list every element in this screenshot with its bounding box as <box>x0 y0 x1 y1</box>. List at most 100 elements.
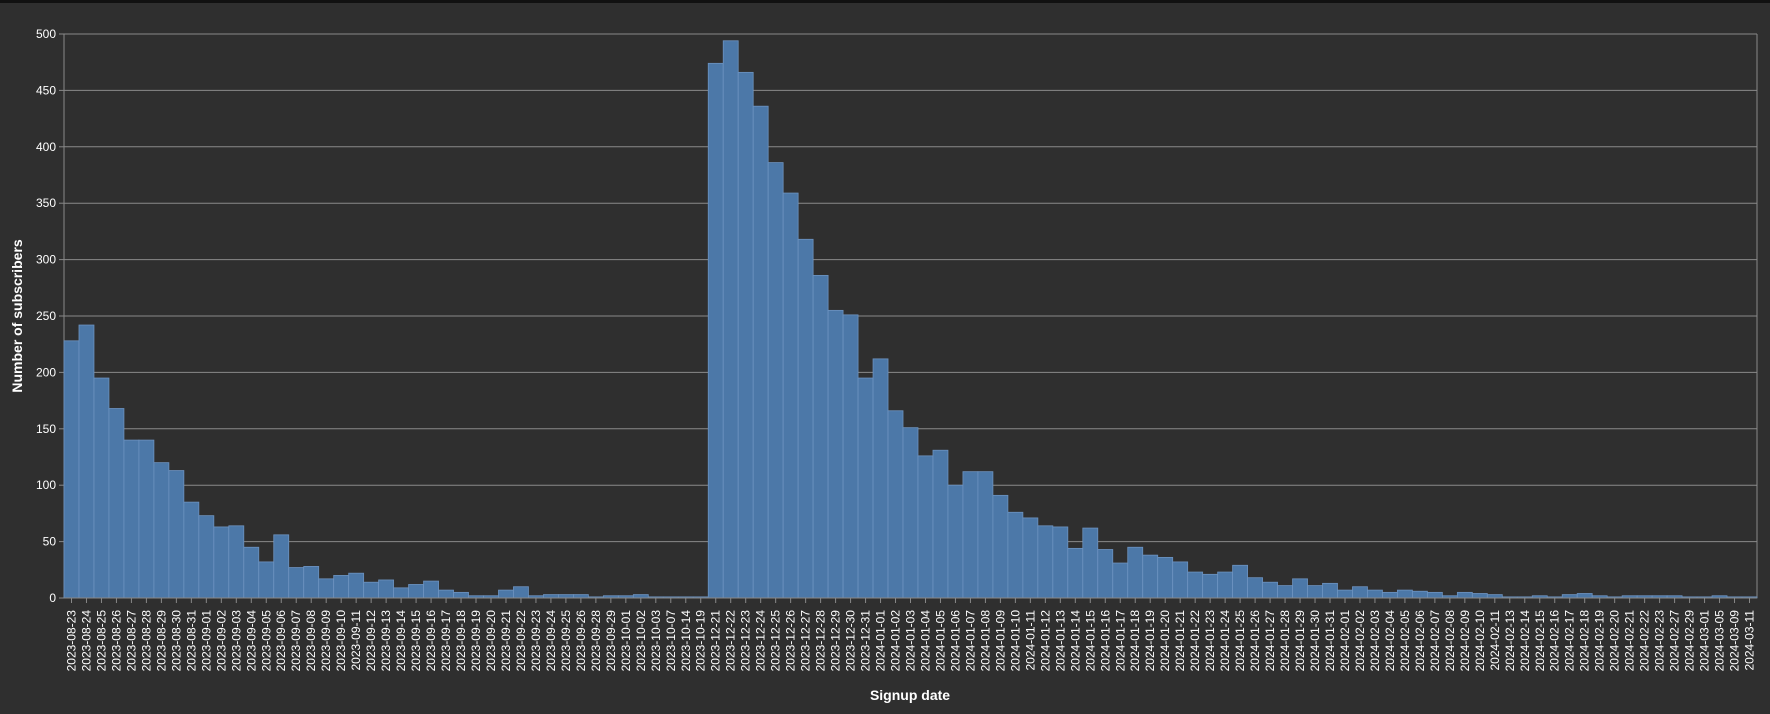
bar <box>423 580 439 599</box>
bar <box>1052 526 1069 599</box>
x-tick-label: 2023-09-22 <box>514 610 528 672</box>
bar <box>138 439 155 599</box>
y-tick-label: 450 <box>36 83 56 97</box>
x-tick-label: 2024-02-03 <box>1368 610 1382 672</box>
y-tick-label: 0 <box>49 591 56 605</box>
bar <box>1067 547 1084 599</box>
bar <box>1232 564 1249 599</box>
x-tick-label: 2023-09-24 <box>544 610 558 672</box>
x-tick-label: 2024-01-27 <box>1263 610 1277 672</box>
x-tick-label: 2024-01-07 <box>963 610 977 672</box>
x-tick-label: 2023-12-21 <box>709 610 723 672</box>
bar <box>767 162 784 599</box>
bar <box>1561 594 1578 599</box>
x-tick-label: 2024-01-29 <box>1293 610 1307 672</box>
x-tick-label: 2023-09-04 <box>244 610 258 672</box>
bar <box>1217 571 1234 599</box>
bar <box>93 377 110 599</box>
y-tick-label: 500 <box>36 27 56 41</box>
bar <box>1202 573 1219 599</box>
x-tick-label: 2024-03-09 <box>1728 610 1742 672</box>
x-tick-label: 2024-01-22 <box>1188 610 1202 672</box>
x-tick-label: 2023-09-29 <box>604 610 618 672</box>
x-tick-label: 2023-10-02 <box>634 610 648 672</box>
bar <box>1187 571 1204 599</box>
x-tick-label: 2024-01-20 <box>1158 610 1172 672</box>
x-tick-label: 2024-01-15 <box>1083 610 1097 672</box>
x-tick-label: 2024-01-17 <box>1113 610 1127 672</box>
y-tick-label: 200 <box>36 365 56 379</box>
bar <box>977 471 994 599</box>
bar <box>1112 562 1129 599</box>
bar <box>153 462 170 599</box>
x-tick-label: 2023-10-01 <box>619 610 633 672</box>
bar <box>1307 585 1323 599</box>
x-tick-label: 2023-12-23 <box>739 610 753 672</box>
x-tick-label: 2024-01-13 <box>1053 610 1067 672</box>
x-tick-label: 2024-02-10 <box>1473 610 1487 672</box>
bar <box>198 515 215 599</box>
bar <box>797 238 814 599</box>
x-tick-label: 2023-12-27 <box>799 610 813 672</box>
y-tick-label: 400 <box>36 140 56 154</box>
x-tick-label: 2023-09-11 <box>349 610 363 671</box>
x-tick-label: 2024-02-02 <box>1353 610 1367 672</box>
bar <box>707 62 724 599</box>
x-tick-label: 2024-01-11 <box>1023 610 1037 671</box>
x-tick-label: 2023-09-08 <box>304 610 318 672</box>
bar <box>842 314 859 599</box>
x-tick-label: 2024-01-23 <box>1203 610 1217 672</box>
x-tick-label: 2024-01-09 <box>993 610 1007 672</box>
bar <box>737 71 754 599</box>
x-tick-label: 2024-01-04 <box>918 610 932 672</box>
bar <box>273 534 290 599</box>
x-tick-label: 2023-12-24 <box>754 610 768 672</box>
bar <box>782 192 799 599</box>
x-tick-label: 2023-08-23 <box>64 610 78 672</box>
y-tick-label: 150 <box>36 422 56 436</box>
x-tick-label: 2024-02-18 <box>1578 610 1592 672</box>
bar <box>258 561 275 599</box>
x-tick-label: 2023-09-09 <box>319 610 333 672</box>
bar <box>63 340 80 599</box>
bar <box>108 408 125 599</box>
bar <box>632 594 649 599</box>
bar <box>1471 593 1488 599</box>
x-tick-label: 2023-08-25 <box>94 610 108 672</box>
x-tick-label: 2023-09-01 <box>199 610 213 672</box>
bar <box>1337 589 1353 599</box>
bar <box>572 594 589 599</box>
x-tick-label: 2024-02-17 <box>1563 610 1577 672</box>
bar <box>1022 517 1039 599</box>
x-tick-label: 2024-03-11 <box>1743 610 1757 671</box>
x-tick-label: 2024-02-23 <box>1653 610 1667 672</box>
bar <box>1262 581 1278 599</box>
x-tick-label: 2023-10-14 <box>679 610 693 672</box>
x-tick-label: 2024-02-22 <box>1638 610 1652 672</box>
x-tick-label: 2024-02-06 <box>1413 610 1427 672</box>
bar <box>1172 561 1189 599</box>
bar <box>213 526 230 599</box>
x-tick-label: 2024-02-27 <box>1668 610 1682 672</box>
x-tick-label: 2024-01-21 <box>1173 610 1187 672</box>
x-tick-label: 2023-12-29 <box>829 610 843 672</box>
x-tick-label: 2024-02-15 <box>1533 610 1547 672</box>
bar <box>1157 556 1174 599</box>
x-tick-label: 2024-01-14 <box>1068 610 1082 672</box>
bar <box>1007 511 1024 599</box>
x-tick-label: 2024-02-14 <box>1518 610 1532 672</box>
x-tick-label: 2023-09-21 <box>499 610 513 672</box>
x-tick-label: 2024-01-02 <box>889 610 903 672</box>
bar <box>1142 554 1159 599</box>
bar <box>1426 591 1443 599</box>
bar <box>348 572 365 599</box>
x-tick-label: 2023-09-26 <box>574 610 588 672</box>
x-tick-label: 2024-01-25 <box>1233 610 1247 672</box>
x-tick-label: 2023-09-07 <box>289 610 303 672</box>
x-tick-label: 2024-02-21 <box>1623 610 1637 672</box>
x-tick-label: 2024-01-24 <box>1218 610 1232 672</box>
x-tick-label: 2024-02-16 <box>1548 610 1562 672</box>
bar <box>932 449 949 599</box>
x-tick-label: 2023-09-19 <box>469 610 483 672</box>
y-tick-label: 350 <box>36 196 56 210</box>
